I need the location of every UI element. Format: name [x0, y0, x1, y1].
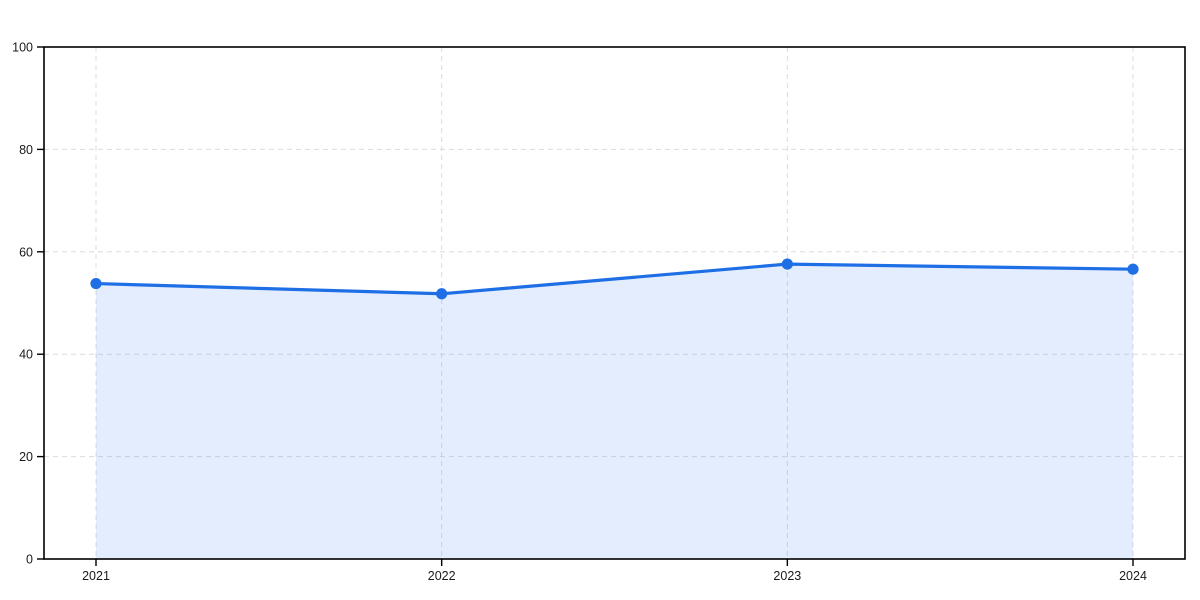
y-tick-label: 40: [19, 348, 33, 362]
x-tick-label: 2023: [773, 569, 801, 583]
axes-border: [43, 46, 1186, 560]
x-tick-label: 2024: [1119, 569, 1147, 583]
trend-line: [94, 262, 1135, 296]
y-tick-label: 20: [19, 450, 33, 464]
data-point-marker: [436, 288, 448, 300]
y-tick-label: 80: [19, 143, 33, 157]
x-tick-label: 2022: [428, 569, 456, 583]
y-tick-label: 100: [12, 41, 33, 55]
x-tick-label: 2021: [82, 569, 110, 583]
y-tick-label: 60: [19, 245, 33, 259]
data-point-marker: [781, 258, 793, 270]
area-fill: [96, 264, 1133, 559]
data-point-marker: [1127, 263, 1139, 275]
y-tick-label: 0: [26, 553, 33, 567]
data-point-marker: [90, 277, 102, 290]
